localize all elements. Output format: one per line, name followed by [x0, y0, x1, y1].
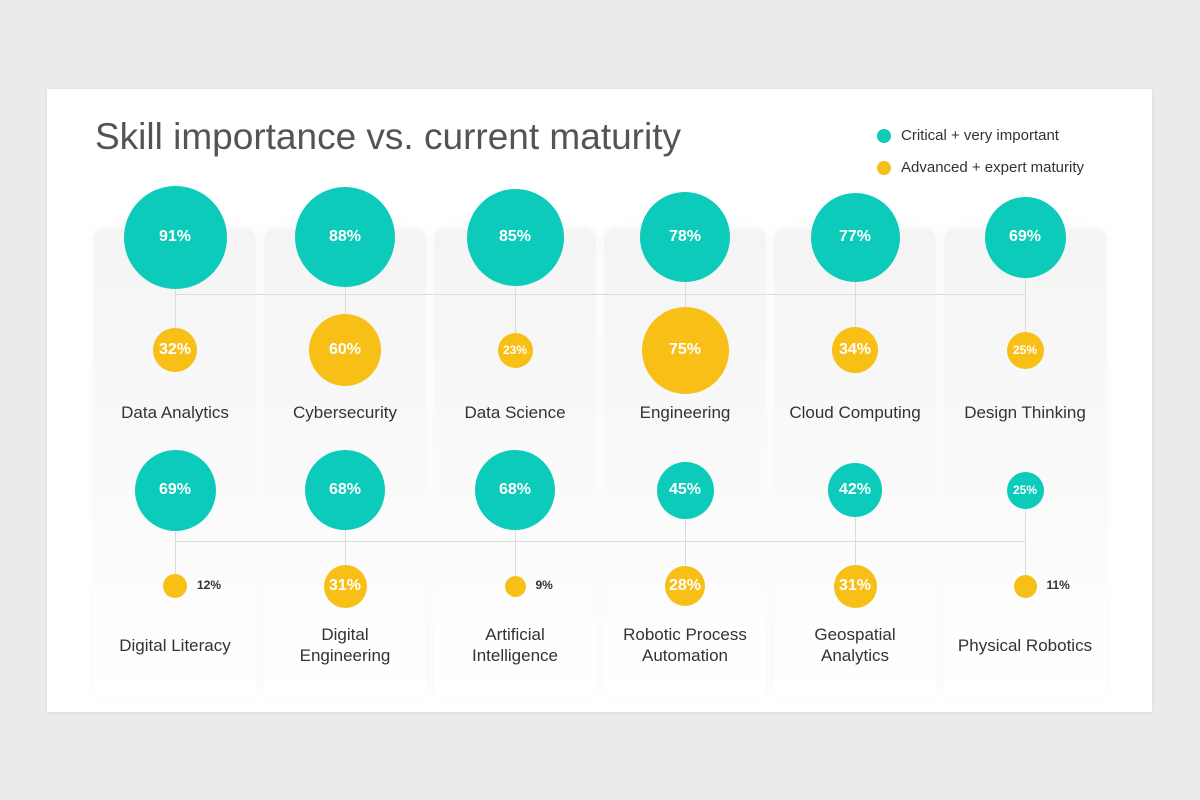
connector — [175, 490, 176, 586]
connector — [175, 541, 1025, 542]
bubble: 69% — [134, 449, 216, 531]
value-label: 68% — [328, 481, 362, 498]
bubble: 45% — [656, 461, 714, 519]
value-label: 25% — [1012, 483, 1038, 497]
category-label: Cybersecurity — [293, 402, 397, 422]
value-label: 25% — [1012, 343, 1038, 357]
category-label: Engineering — [639, 402, 731, 422]
value-label: 68% — [498, 481, 532, 498]
connector — [515, 237, 516, 350]
category-label: Data Analytics — [121, 402, 229, 422]
bubble: 68% — [475, 450, 555, 530]
value-label: 69% — [158, 481, 192, 498]
connector — [175, 294, 1025, 295]
legend-dot — [877, 161, 891, 175]
value-label: 88% — [328, 228, 362, 245]
value-label: 23% — [502, 343, 528, 357]
category-label: Artificial Intelligence — [471, 625, 558, 665]
connector — [855, 490, 856, 586]
bubble: 25% — [1006, 471, 1044, 509]
category-label: Physical Robotics — [957, 635, 1093, 655]
bubble: 42% — [828, 463, 882, 517]
category-label: Design Thinking — [964, 402, 1086, 422]
connector — [175, 237, 176, 350]
bubble: 31% — [833, 564, 877, 608]
value-label: 45% — [668, 481, 702, 498]
connector — [855, 237, 856, 350]
connector — [345, 490, 346, 586]
value-label: 31% — [838, 577, 872, 594]
bubble — [163, 574, 187, 598]
category-label: Data Science — [464, 402, 566, 422]
connector — [345, 237, 346, 350]
category-label: Geospatial Analytics — [814, 625, 896, 665]
value-label: 69% — [1008, 228, 1042, 245]
connector — [1025, 490, 1026, 586]
bubble: 88% — [295, 187, 395, 287]
legend-text: Critical + very important — [901, 127, 1059, 144]
category-label: Digital Engineering — [299, 625, 391, 665]
bubble — [1013, 574, 1037, 598]
value-label: 28% — [668, 577, 702, 594]
bubble: 77% — [810, 192, 900, 282]
value-label: 77% — [838, 228, 872, 245]
value-label: 85% — [498, 228, 532, 245]
category-label: Digital Literacy — [119, 635, 231, 655]
legend-text: Advanced + expert maturity — [901, 159, 1085, 176]
legend-dot — [877, 129, 891, 143]
bubble: 78% — [640, 192, 730, 282]
bubble: 28% — [665, 566, 705, 606]
category-label: Cloud Computing — [789, 402, 921, 422]
bubble: 69% — [984, 196, 1066, 278]
bubble: 60% — [309, 314, 381, 386]
bubble: 25% — [1006, 331, 1044, 369]
value-label: 42% — [838, 481, 872, 498]
bubble: 91% — [123, 185, 227, 289]
value-label: 11% — [1046, 578, 1070, 592]
value-label: 34% — [838, 341, 872, 358]
value-label: 32% — [158, 341, 192, 358]
bubble: 85% — [466, 188, 564, 286]
connector — [1025, 237, 1026, 350]
value-label: 75% — [668, 341, 702, 358]
category-label: Robotic Process Automation — [623, 625, 747, 665]
connector — [685, 490, 686, 586]
chart-title: Skill importance vs. current maturity — [95, 116, 682, 157]
bubble: 34% — [832, 327, 878, 373]
bubble: 68% — [305, 450, 385, 530]
bubble: 23% — [497, 332, 533, 368]
bubble: 75% — [641, 306, 729, 394]
connector — [515, 490, 516, 586]
value-label: 12% — [197, 578, 222, 592]
value-label: 9% — [535, 578, 553, 592]
value-label: 91% — [158, 228, 192, 245]
bubble: 32% — [153, 328, 197, 372]
value-label: 31% — [328, 577, 362, 594]
value-label: 78% — [668, 228, 702, 245]
connector — [685, 237, 686, 350]
bubble — [504, 575, 526, 597]
value-label: 60% — [328, 341, 362, 358]
bubble: 31% — [323, 564, 367, 608]
